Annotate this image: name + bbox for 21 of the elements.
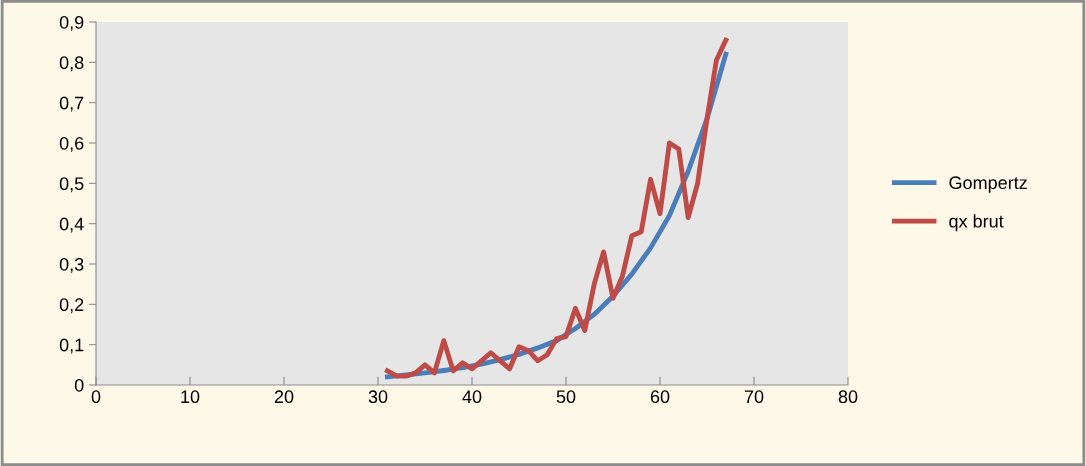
y-tick-label: 0,4 — [59, 217, 84, 233]
y-tick-label: 0 — [74, 378, 84, 392]
x-tick-label: 10 — [181, 390, 200, 404]
y-tick-label: 0,9 — [59, 15, 84, 31]
y-tick-label: 0,3 — [59, 257, 84, 273]
y-tick-label: 0,7 — [59, 96, 84, 112]
y-tick-label: 0,6 — [59, 136, 84, 152]
y-tick-label: 0,1 — [59, 338, 84, 354]
legend-label: Gompertz — [949, 176, 1027, 193]
y-tick-label: 0,2 — [59, 298, 84, 314]
x-tick-label: 30 — [368, 390, 388, 404]
x-tick-label: 40 — [462, 390, 482, 404]
x-tick-label: 20 — [274, 390, 294, 404]
x-tick-label: 60 — [650, 390, 670, 404]
y-tick-label: 0,8 — [59, 56, 84, 72]
x-tick-label: 80 — [838, 390, 858, 404]
legend-label: qx brut — [949, 214, 1004, 232]
x-tick-label: 0 — [91, 390, 101, 404]
y-tick-label: 0,5 — [59, 177, 84, 193]
x-tick-label: 50 — [556, 390, 576, 404]
x-tick-label: 70 — [744, 390, 764, 404]
